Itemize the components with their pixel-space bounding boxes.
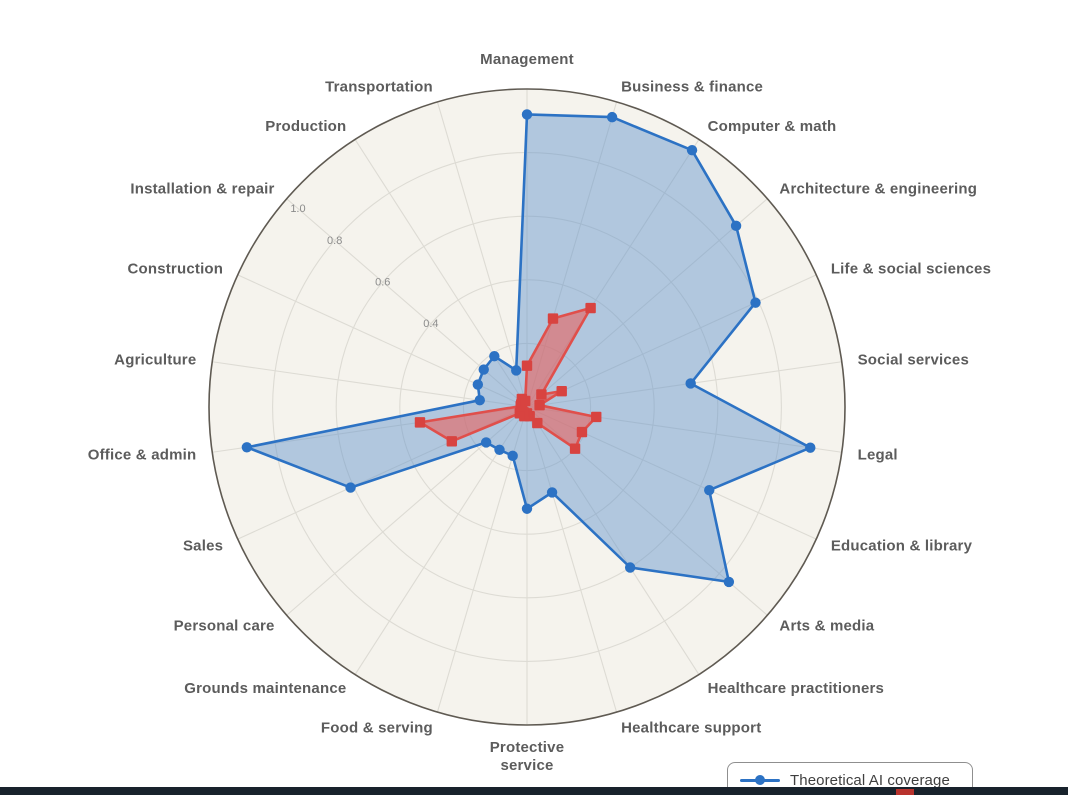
angular-gridline xyxy=(354,139,528,408)
data-point-marker xyxy=(507,450,518,462)
data-point-marker xyxy=(511,365,522,376)
data-point-marker xyxy=(536,389,547,400)
data-point-marker xyxy=(556,385,567,397)
data-point-marker xyxy=(624,562,636,573)
radial-tick-label: 0.4 xyxy=(423,318,438,330)
data-point-marker xyxy=(521,360,533,371)
data-point-marker xyxy=(606,111,618,123)
data-point-marker xyxy=(546,487,558,498)
radial-tick-label: 1.0 xyxy=(290,203,305,215)
legend-line-dot-icon xyxy=(740,775,780,785)
data-point-marker xyxy=(704,485,715,496)
category-label: Healthcare support xyxy=(621,719,761,736)
angular-gridline xyxy=(526,274,817,408)
data-point-marker xyxy=(730,220,742,232)
data-point-marker xyxy=(686,144,698,156)
data-point-marker xyxy=(750,297,761,308)
angular-gridline xyxy=(526,406,700,675)
data-point-marker xyxy=(478,364,489,375)
category-label: Architecture & engineering xyxy=(779,180,977,197)
radial-tick-label: 0.8 xyxy=(327,235,342,247)
radial-tick-label: 0.6 xyxy=(375,277,390,289)
legend-entry-label: Theoretical AI coverage xyxy=(790,771,950,789)
category-label: Food & serving xyxy=(321,719,433,736)
category-label: Business & finance xyxy=(621,79,763,96)
data-point-marker xyxy=(489,350,500,362)
data-point-marker xyxy=(494,444,505,456)
angular-gridline xyxy=(526,406,618,713)
data-point-marker xyxy=(576,426,588,438)
data-point-marker xyxy=(472,379,484,390)
legend-red-marker-sliver xyxy=(896,789,914,795)
data-point-marker xyxy=(534,399,545,411)
data-point-marker xyxy=(480,437,492,448)
data-point-marker xyxy=(547,313,559,324)
category-label: Protective service xyxy=(490,739,565,774)
category-label: Computer & math xyxy=(708,118,837,135)
category-label: Production xyxy=(265,118,346,135)
category-label: Life & social sciences xyxy=(831,260,991,277)
data-point-marker xyxy=(521,503,533,514)
data-point-marker xyxy=(521,109,533,120)
data-point-marker xyxy=(805,442,816,453)
data-point-marker xyxy=(414,417,426,428)
category-label: Installation & repair xyxy=(130,180,274,197)
category-label: Transportation xyxy=(325,79,433,96)
category-label: Arts & media xyxy=(779,618,874,635)
outer-ring xyxy=(208,88,846,726)
data-point-marker xyxy=(520,395,531,407)
category-label: Grounds maintenance xyxy=(184,680,346,697)
category-label: Personal care xyxy=(174,618,275,635)
data-point-marker xyxy=(723,576,735,588)
angular-gridline xyxy=(212,361,528,408)
data-point-marker xyxy=(345,482,356,493)
category-label: Sales xyxy=(183,538,223,555)
data-point-marker xyxy=(569,443,581,454)
category-label: Office & admin xyxy=(88,447,197,464)
category-label: Social services xyxy=(858,351,969,368)
data-point-marker xyxy=(474,395,485,406)
legend-entry-theoretical-ai-coverage[interactable]: Theoretical AI coverage xyxy=(740,769,962,791)
data-point-marker xyxy=(585,302,596,314)
data-point-marker xyxy=(685,378,696,389)
category-label: Agriculture xyxy=(114,351,196,368)
category-label: Management xyxy=(480,51,574,68)
data-point-marker xyxy=(446,436,457,447)
data-point-marker xyxy=(241,442,253,453)
angular-gridline xyxy=(436,101,528,408)
category-label: Legal xyxy=(858,447,898,464)
angular-gridline xyxy=(526,198,768,408)
data-point-marker xyxy=(591,411,602,423)
category-label: Healthcare practitioners xyxy=(708,680,885,697)
category-label: Education & library xyxy=(831,538,973,555)
angular-gridline xyxy=(526,361,842,408)
bottom-bar xyxy=(0,787,1068,795)
category-label: Construction xyxy=(127,260,223,277)
